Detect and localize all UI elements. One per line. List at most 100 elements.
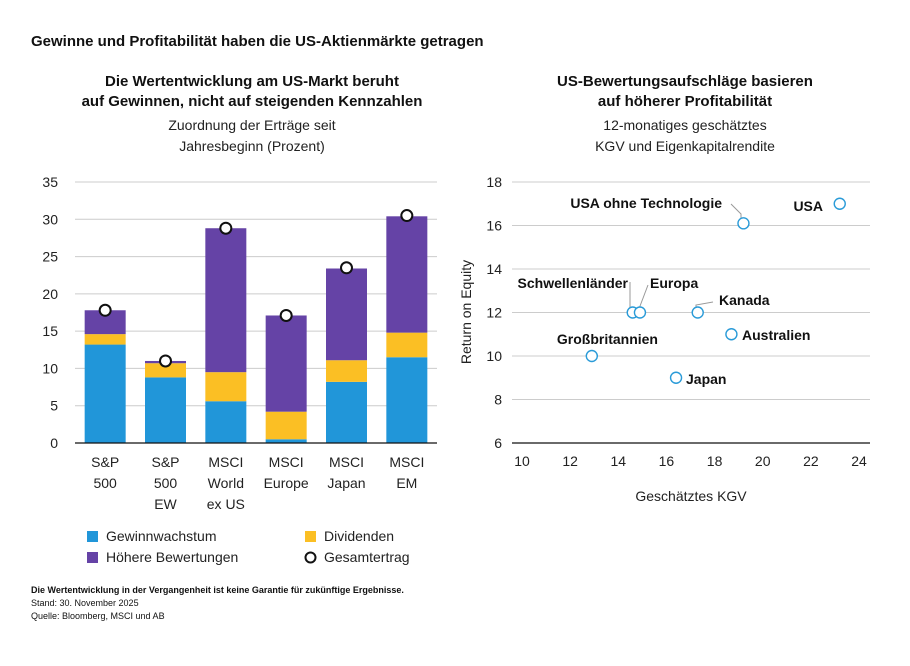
scatter-chart-title-line2: auf höherer Profitabilität: [597, 93, 773, 110]
legend-swatch-dividends: [305, 531, 316, 542]
bar-segment-earnings: [84, 344, 126, 443]
scatter-point: [725, 328, 738, 341]
bar-segment-valuation: [205, 228, 247, 373]
scatter-chart-subtitle: 12-monatiges geschätztes KGV und Eigenka…: [495, 115, 875, 157]
bar-category-label: 500: [154, 475, 178, 491]
total-return-marker: [400, 209, 414, 223]
bar-y-tick-label: 35: [42, 174, 58, 190]
legend-label: Dividenden: [324, 528, 394, 544]
scatter-y-tick-label: 14: [486, 261, 502, 277]
bar-category-label: S&P: [151, 454, 179, 470]
total-return-marker: [98, 303, 112, 317]
bar-segment-earnings: [326, 381, 367, 443]
bar-category-label: Japan: [327, 475, 365, 491]
bar-category-label: EM: [396, 475, 417, 491]
scatter-point-label: Australien: [742, 327, 810, 343]
scatter-chart: 18 16 14 12 10 8 6 10 12 14 16 18 20 22 24 Geschätztes …: [458, 174, 870, 504]
bar-category-label: 500: [93, 475, 117, 491]
scatter-y-tick-label: 18: [486, 174, 502, 190]
bar-category-label: MSCI: [208, 454, 243, 470]
bar-segment-valuation: [265, 315, 307, 412]
bar-segment-valuation: [386, 216, 428, 333]
bar-chart-title: Die Wertentwicklung am US-Markt beruht a…: [62, 72, 442, 112]
bar-y-tick-label: 25: [42, 249, 58, 265]
bar-y-tick-label: 30: [42, 211, 58, 227]
bar-category-label: World: [208, 475, 244, 491]
bar-chart-subtitle-line2: Jahresbeginn (Prozent): [179, 138, 325, 154]
scatter-point: [585, 349, 599, 363]
bar-segment-dividends: [84, 334, 126, 345]
bar-category-label: S&P: [91, 454, 119, 470]
bar-segment-earnings: [145, 377, 186, 443]
bar-chart-title-line1: Die Wertentwicklung am US-Markt beruht: [105, 73, 399, 90]
bar-category-label: EW: [154, 496, 177, 512]
scatter-x-tick-label: 16: [659, 453, 675, 469]
footer-source: Quelle: Bloomberg, MSCI und AB: [31, 611, 165, 621]
scatter-point-label: Großbritannien: [557, 331, 658, 347]
scatter-y-tick-label: 16: [486, 218, 502, 234]
bar-chart-subtitle-line1: Zuordnung der Erträge seit: [168, 117, 336, 133]
bar-category-label: MSCI: [329, 454, 364, 470]
bar-y-tick-label: 5: [50, 398, 58, 414]
scatter-y-axis-label: Return on Equity: [458, 260, 474, 364]
bar-chart-title-line2: auf Gewinnen, nicht auf steigenden Kennz…: [81, 93, 423, 110]
legend-label: Gewinnwachstum: [106, 528, 217, 544]
scatter-chart-subtitle-line1: 12-monatiges geschätztes: [603, 117, 767, 133]
bar-segment-valuation: [326, 268, 367, 361]
scatter-y-tick-label: 12: [486, 305, 502, 321]
legend-swatch-earnings: [87, 531, 98, 542]
bar-y-tick-label: 10: [42, 360, 58, 376]
bar-chart-subtitle: Zuordnung der Erträge seit Jahresbeginn …: [62, 115, 442, 157]
scatter-point-label: USA: [793, 198, 823, 214]
scatter-point: [633, 306, 647, 319]
bar-segment-dividends: [265, 411, 307, 440]
scatter-point: [833, 197, 846, 210]
bar-segment-dividends: [205, 372, 247, 402]
scatter-point-label: Japan: [686, 371, 726, 387]
scatter-y-tick-label: 10: [486, 348, 502, 364]
scatter-y-tick-label: 6: [494, 435, 502, 451]
scatter-x-tick-label: 10: [514, 453, 530, 469]
bar-y-tick-label: 0: [50, 435, 58, 451]
scatter-point-label: Kanada: [719, 292, 770, 308]
scatter-y-tick-label: 8: [494, 392, 502, 408]
scatter-x-tick-label: 22: [803, 453, 819, 469]
bar-segment-earnings: [265, 439, 307, 443]
scatter-x-tick-label: 18: [707, 453, 723, 469]
legend-swatch-valuation: [87, 552, 98, 563]
total-return-marker: [279, 308, 293, 322]
scatter-point: [691, 306, 704, 319]
bar-y-tick-label: 20: [42, 286, 58, 302]
scatter-point: [737, 217, 750, 230]
legend-label: Höhere Bewertungen: [106, 549, 238, 565]
bar-category-label: MSCI: [269, 454, 304, 470]
scatter-chart-title: US-Bewertungsaufschläge basieren auf höh…: [495, 72, 875, 112]
bar-category-label: MSCI: [389, 454, 424, 470]
scatter-x-tick-label: 20: [755, 453, 771, 469]
total-return-marker: [159, 354, 172, 368]
scatter-x-axis-label: Geschätztes KGV: [635, 488, 747, 504]
main-title: Gewinne und Profitabilität haben die US-…: [31, 33, 484, 50]
bar-category-label: ex US: [207, 496, 245, 512]
scatter-chart-subtitle-line2: KGV und Eigenkapitalrendite: [595, 138, 775, 154]
bar-segment-earnings: [205, 401, 247, 443]
total-return-marker: [219, 221, 233, 235]
bar-segment-earnings: [386, 357, 428, 443]
legend-marker-total: [304, 551, 317, 564]
bar-segment-dividends: [386, 332, 428, 358]
scatter-x-tick-label: 12: [562, 453, 578, 469]
scatter-point: [669, 371, 683, 384]
scatter-chart-title-line1: US-Bewertungsaufschläge basieren: [557, 73, 813, 90]
scatter-point-label: USA ohne Technologie: [570, 195, 722, 211]
scatter-point-label: Europa: [650, 275, 698, 291]
footer-date: Stand: 30. November 2025: [31, 598, 139, 608]
scatter-x-tick-label: 14: [610, 453, 626, 469]
scatter-point-label: Schwellenländer: [518, 275, 629, 291]
bar-chart: 35 30 25 20 15 10 5 0 S&P 500 S&P 500 EW MSCI World ex …: [42, 174, 437, 565]
bar-category-label: Europe: [264, 475, 309, 491]
bar-y-tick-label: 15: [42, 323, 58, 339]
legend-label: Gesamtertrag: [324, 549, 410, 565]
bar-segment-valuation: [84, 310, 126, 335]
scatter-x-tick-label: 24: [851, 453, 867, 469]
footer-disclaimer: Die Wertentwicklung in der Vergangenheit…: [31, 585, 404, 595]
